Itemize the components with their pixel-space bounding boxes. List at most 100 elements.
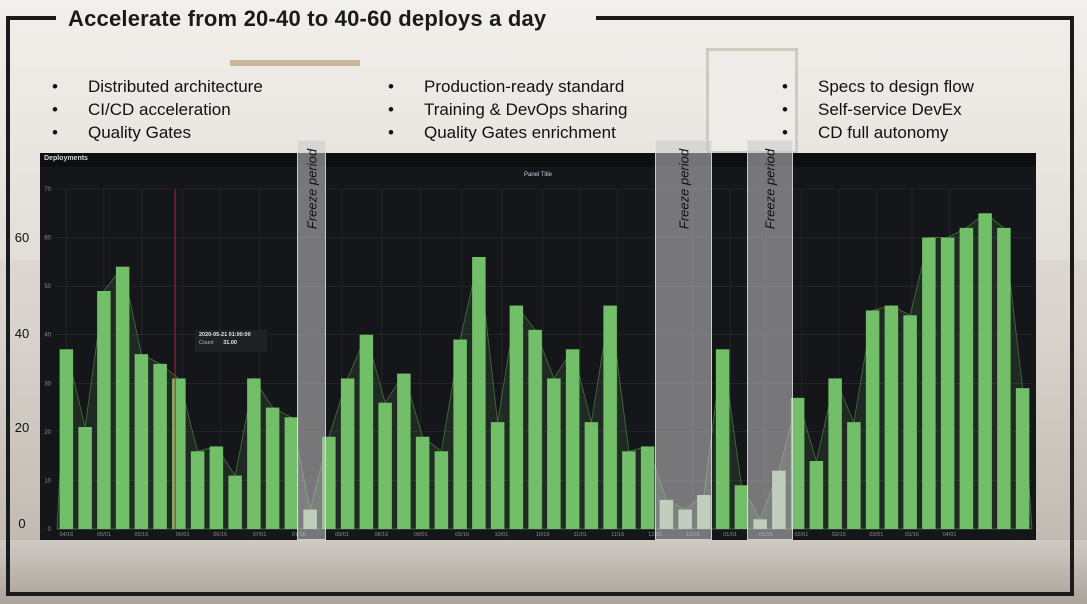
x-tick-label: 09/16 [455,532,469,538]
x-tick-label: 07/01 [253,532,267,538]
bar [228,475,242,529]
freeze-period-overlay-3: Freeze period [747,140,793,540]
tooltip-series: Count [199,340,214,346]
x-tick-label: 04/16 [59,532,73,538]
bar [397,373,411,529]
inner-y-tick-label: 60 [44,236,51,242]
bar [640,446,655,529]
bar [434,451,449,529]
x-tick-label: 01/01 [723,532,737,538]
x-tick-label: 04/01 [943,532,957,538]
x-tick-label: 08/01 [335,532,349,538]
bar [828,378,842,529]
bar [359,334,374,529]
bar [1015,388,1030,529]
tooltip-time: 2020-05-21 01:00:00 [199,332,251,338]
bar [265,407,280,529]
bar [903,315,917,529]
bar [378,402,392,529]
bar [922,237,936,530]
inner-y-tick-label: 50 [44,284,51,290]
bullet-item: Quality Gates [52,121,263,144]
bullet-item: Self-service DevEx [782,98,974,121]
inner-y-tick-label: 0 [48,527,52,533]
freeze-period-overlay-2: Freeze period [655,140,712,540]
bullet-column-2: Production-ready standard Training & Dev… [388,75,627,144]
bullet-item: Production-ready standard [388,75,627,98]
bar [584,422,599,529]
panel-header-label: Deployments [44,155,88,162]
bar [734,485,749,529]
bar [134,354,149,529]
bullet-item: CD full autonomy [782,121,974,144]
x-tick-label: 02/01 [794,532,808,538]
bar [997,227,1011,529]
bar [603,305,617,529]
bullet-item: Specs to design flow [782,75,974,98]
x-tick-label: 06/01 [176,532,190,538]
bullet-item: Training & DevOps sharing [388,98,627,121]
bar [115,266,130,529]
freeze-period-label: Freeze period [304,148,319,230]
bullet-item: CI/CD acceleration [52,98,263,121]
x-tick-label: 05/16 [134,532,148,538]
bullet-column-3: Specs to design flow Self-service DevEx … [782,75,974,144]
bar [940,237,955,530]
bullet-column-1: Distributed architecture CI/CD accelerat… [52,75,263,144]
deployments-bar-chart: 0 10 20 30 40 50 60 70 04/16 05/01 05/16 06/01 06/16… [44,187,1033,538]
bullet-item: Distributed architecture [52,75,263,98]
bar [865,310,880,529]
bar [959,227,974,529]
bar [547,378,561,529]
x-tick-label: 03/01 [869,532,883,538]
bar [284,417,299,529]
bar [847,422,861,529]
bullet-item: Quality Gates enrichment [388,121,627,144]
x-tick-label: 11/01 [573,532,586,538]
bar [172,378,186,529]
x-tick-label: 10/16 [536,532,550,538]
slide-frame [6,18,1074,596]
outer-y-tick-label: 20 [14,420,30,435]
inner-y-tick-label: 40 [44,333,51,339]
x-tick-label: 09/01 [414,532,428,538]
x-tick-label: 10/01 [494,532,508,538]
bar [565,349,580,529]
slide-title: Accelerate from 20-40 to 40-60 deploys a… [68,6,547,31]
bar [809,461,824,529]
freeze-period-label: Freeze period [762,148,778,230]
bar [78,427,92,529]
bar [190,451,205,529]
tooltip-value: 31.00 [223,340,237,346]
bar [509,305,524,529]
deployments-panel: Deployments Panel Title 0 10 20 30 40 50 60 70 0… [40,153,1036,540]
panel-title[interactable]: Panel Title [523,172,553,178]
x-tick-label: 11/16 [611,532,624,538]
bar [884,305,899,529]
x-tick-label: 02/15 [832,532,846,538]
freeze-period-label: Freeze period [676,148,691,230]
slide-frame-top-right [596,16,1074,20]
x-tick-label: 05/01 [97,532,111,538]
bar [472,257,486,529]
inner-y-tick-label: 10 [44,478,51,484]
outer-y-tick-label: 40 [14,326,30,341]
inner-y-tick-label: 20 [44,430,51,436]
bar [715,349,730,529]
outer-y-tick-label: 0 [18,516,26,531]
bar [528,329,542,529]
bar [59,349,74,529]
x-tick-label: 06/16 [213,532,227,538]
bar [622,451,636,529]
bar [153,363,167,529]
x-tick-label: 03/16 [905,532,919,538]
bar [247,378,261,529]
inner-y-tick-label: 30 [44,381,51,387]
outer-y-tick-label: 60 [14,230,30,245]
bar [978,213,992,529]
freeze-period-overlay-1: Freeze period [297,140,326,540]
bar [490,422,505,529]
bar [415,436,430,529]
bar [453,339,467,529]
bar [97,291,111,529]
